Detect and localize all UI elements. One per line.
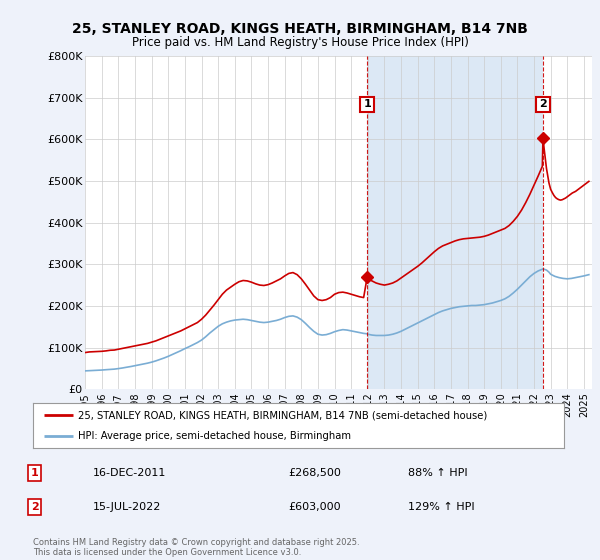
Text: HPI: Average price, semi-detached house, Birmingham: HPI: Average price, semi-detached house,… [78, 431, 351, 441]
Text: £603,000: £603,000 [288, 502, 341, 512]
Text: Price paid vs. HM Land Registry's House Price Index (HPI): Price paid vs. HM Land Registry's House … [131, 36, 469, 49]
Text: 2: 2 [31, 502, 38, 512]
Text: 25, STANLEY ROAD, KINGS HEATH, BIRMINGHAM, B14 7NB (semi-detached house): 25, STANLEY ROAD, KINGS HEATH, BIRMINGHA… [78, 410, 487, 421]
Text: 25, STANLEY ROAD, KINGS HEATH, BIRMINGHAM, B14 7NB: 25, STANLEY ROAD, KINGS HEATH, BIRMINGHA… [72, 22, 528, 36]
Text: 15-JUL-2022: 15-JUL-2022 [93, 502, 161, 512]
Text: £268,500: £268,500 [288, 468, 341, 478]
Text: 2: 2 [539, 99, 547, 109]
Text: 16-DEC-2011: 16-DEC-2011 [93, 468, 166, 478]
Text: 129% ↑ HPI: 129% ↑ HPI [408, 502, 475, 512]
Text: 88% ↑ HPI: 88% ↑ HPI [408, 468, 467, 478]
Text: Contains HM Land Registry data © Crown copyright and database right 2025.
This d: Contains HM Land Registry data © Crown c… [33, 538, 359, 557]
Bar [367, 56, 543, 389]
Text: 1: 1 [363, 99, 371, 109]
Text: 1: 1 [31, 468, 38, 478]
